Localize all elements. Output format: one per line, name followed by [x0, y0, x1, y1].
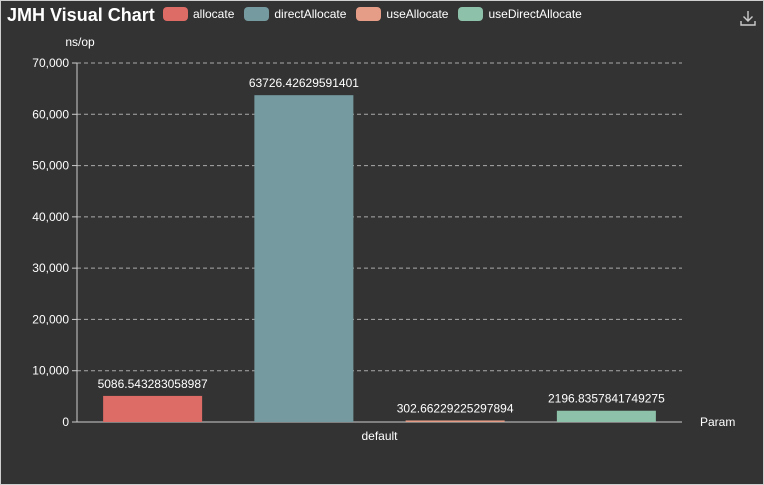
y-tick-label: 20,000 [32, 312, 69, 326]
bar-allocate [103, 395, 203, 422]
legend-item-usedirectallocate[interactable]: useDirectAllocate [458, 7, 582, 21]
data-label: 302.66229225297894 [397, 401, 514, 415]
legend-item-directallocate[interactable]: directAllocate [244, 7, 346, 21]
legend-swatch [244, 7, 270, 21]
y-tick-label: 40,000 [32, 210, 69, 224]
data-label: 63726.42629591401 [249, 76, 359, 90]
legend-label: allocate [193, 7, 235, 21]
y-tick-label: 0 [62, 415, 69, 429]
legend-swatch [356, 7, 382, 21]
download-button[interactable] [739, 9, 757, 27]
bar-usedirectallocate [556, 410, 656, 422]
legend-item-useallocate[interactable]: useAllocate [356, 7, 448, 21]
data-label: 5086.543283058987 [98, 377, 208, 391]
chart-title: JMH Visual Chart [7, 5, 155, 25]
y-tick-label: 60,000 [32, 107, 69, 121]
legend-label: useAllocate [386, 7, 449, 21]
x-axis-label: Param [700, 415, 735, 429]
y-tick-label: 10,000 [32, 364, 69, 378]
data-label: 2196.8357841749275 [548, 392, 665, 406]
legend-label: useDirectAllocate [488, 7, 582, 21]
y-tick-label: 30,000 [32, 261, 69, 275]
legend-label: directAllocate [274, 7, 347, 21]
download-icon [740, 11, 756, 26]
y-tick-label: 70,000 [32, 56, 69, 70]
legend-swatch [163, 7, 188, 21]
x-tick-label: default [361, 429, 398, 443]
y-tick-label: 50,000 [32, 159, 69, 173]
bar-directallocate [254, 95, 354, 422]
legend-item-allocate[interactable]: allocate [163, 7, 234, 21]
bar-useallocate [405, 420, 505, 422]
y-axis-label: ns/op [65, 35, 95, 49]
legend-swatch [458, 7, 484, 21]
legend: allocate directAllocate useAllocate useD… [163, 7, 592, 21]
